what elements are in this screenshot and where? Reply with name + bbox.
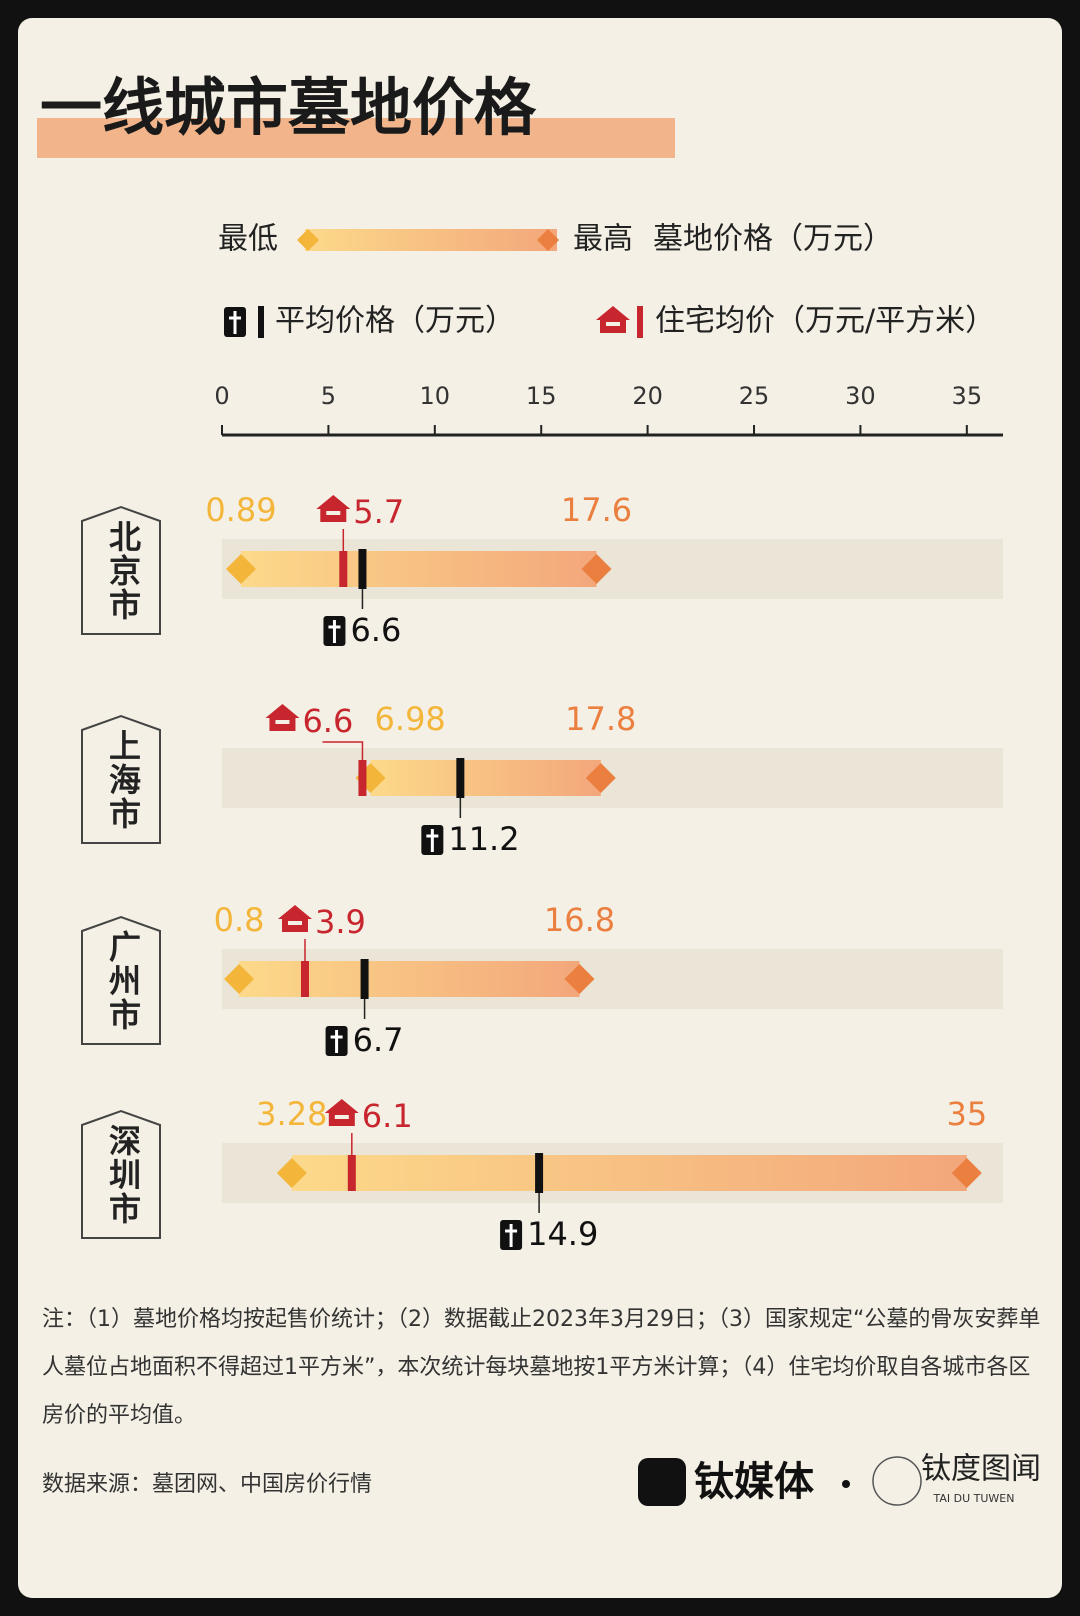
x-tick-label: 5 <box>321 382 336 410</box>
city-box <box>81 505 161 635</box>
housing-marker <box>358 760 367 796</box>
range-bar <box>239 961 580 997</box>
diamond <box>951 1158 982 1188</box>
max-label: 35 <box>946 1095 987 1133</box>
average-marker <box>456 758 465 798</box>
average-marker <box>535 1153 544 1193</box>
average-label: 6.7 <box>353 1021 404 1059</box>
house-icon <box>324 1099 359 1126</box>
housing-marker <box>339 551 348 587</box>
range-bar <box>291 1155 967 1191</box>
min-label: 6.98 <box>375 700 446 738</box>
category-label: 广州市 <box>104 930 142 1032</box>
x-tick-label: 10 <box>420 382 451 410</box>
legend-swatch <box>637 306 643 338</box>
diamond <box>585 763 616 793</box>
category-label: 上海市 <box>104 729 142 831</box>
x-tick-label: 30 <box>845 382 876 410</box>
house-icon <box>277 905 312 932</box>
city-box <box>81 714 161 844</box>
range-bar <box>240 551 597 587</box>
legend-label: 平均价格（万元） <box>275 304 515 339</box>
diamond <box>297 229 319 251</box>
house-icon <box>316 495 351 522</box>
source: 数据来源：墓团网、中国房价行情 <box>42 1472 373 1497</box>
category-label: 深圳市 <box>104 1124 142 1226</box>
city-box <box>81 915 161 1045</box>
diamond <box>564 964 595 994</box>
legend-swatch <box>258 306 264 338</box>
diamond <box>537 229 559 251</box>
house-window <box>326 511 341 515</box>
x-tick-label: 20 <box>632 382 663 410</box>
housing-marker <box>300 961 309 997</box>
max-label: 17.8 <box>565 700 636 738</box>
diamond <box>225 554 256 584</box>
logo-dot <box>842 1480 850 1488</box>
diamond <box>276 1158 307 1188</box>
tomb-cross <box>505 1224 518 1247</box>
logo-text: 钛度图闻 <box>921 1452 1041 1487</box>
logo-subtext: TAI DU TUWEN <box>933 1492 1015 1505</box>
x-tick-label: 25 <box>739 382 770 410</box>
average-label: 11.2 <box>448 820 519 858</box>
city-box <box>81 1109 161 1239</box>
legend-label: 最高 <box>573 222 633 257</box>
diamond <box>224 964 255 994</box>
house-window <box>275 720 290 724</box>
x-tick-label: 15 <box>526 382 557 410</box>
tomb-cross <box>229 311 241 334</box>
average-marker <box>360 959 369 999</box>
tomb-cross <box>328 620 341 643</box>
max-label: 17.6 <box>561 491 632 529</box>
housing-label: 6.6 <box>302 702 353 740</box>
tomb-cross <box>330 1030 343 1053</box>
legend-label: 最低 <box>218 222 278 257</box>
house-window <box>334 1115 349 1119</box>
min-label: 0.8 <box>214 901 265 939</box>
housing-label: 6.1 <box>362 1097 413 1135</box>
diamond <box>581 554 612 584</box>
logo-text: 钛媒体 <box>694 1459 814 1505</box>
house-icon <box>265 704 300 731</box>
average-label: 14.9 <box>527 1215 598 1253</box>
tomb-cross <box>426 829 439 852</box>
housing-label: 3.9 <box>315 903 366 941</box>
chart-title: 一线城市墓地价格 <box>40 71 537 144</box>
housing-marker <box>347 1155 356 1191</box>
category-label: 北京市 <box>104 520 142 622</box>
housing-label: 5.7 <box>353 493 404 531</box>
house-icon <box>596 306 630 333</box>
average-marker <box>358 549 367 589</box>
title-highlight <box>37 118 675 158</box>
legend-label: 墓地价格（万元） <box>653 222 893 257</box>
max-label: 16.8 <box>544 901 615 939</box>
legend-range <box>305 229 557 251</box>
x-tick-label: 0 <box>214 382 229 410</box>
logo-icon <box>638 1458 686 1506</box>
house-window <box>287 921 302 925</box>
house-window <box>606 322 620 326</box>
logo-icon <box>872 1456 922 1506</box>
note: 注：（1）墓地价格均按起售价统计；（2）数据截止2023年3月29日；（3）国家… <box>42 1307 1041 1428</box>
leader <box>322 741 364 760</box>
range-bar <box>370 760 601 796</box>
legend-label: 住宅均价（万元/平方米） <box>655 304 995 339</box>
min-label: 0.89 <box>205 491 276 529</box>
average-label: 6.6 <box>350 611 401 649</box>
x-tick-label: 35 <box>952 382 983 410</box>
min-label: 3.28 <box>256 1095 327 1133</box>
